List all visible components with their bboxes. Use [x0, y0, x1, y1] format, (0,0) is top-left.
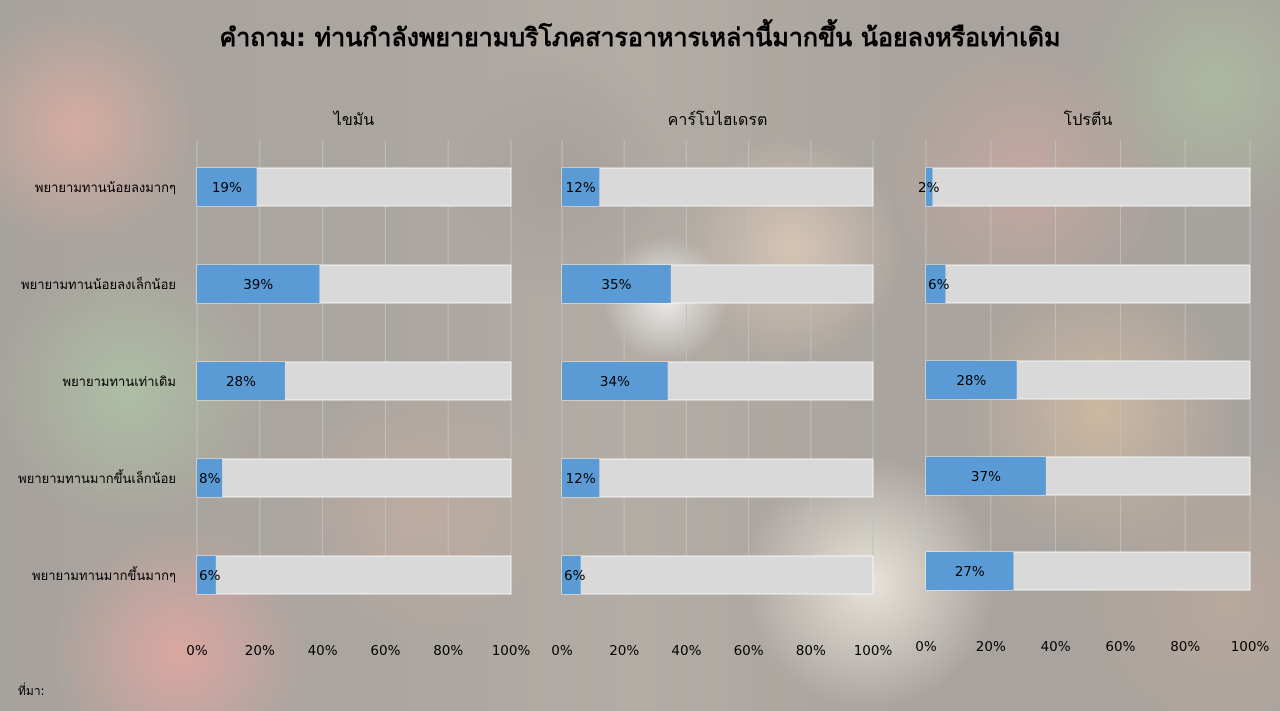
x-tick-label: 60% [370, 643, 400, 659]
bar [197, 265, 320, 303]
data-label: 27% [955, 564, 985, 580]
x-tick-label: 0% [186, 643, 208, 659]
bar [926, 552, 1014, 590]
x-tick-label: 20% [245, 643, 275, 659]
panel-title: คาร์โบไฮเดรต [668, 110, 768, 129]
chart-panel-1: ไขมัน 0% 20% 40% 60% 80% 100% 19% 39% 28% 8% 6% พยาย… [18, 110, 530, 659]
chart-title: คำถาม: ท่านกำลังพยายามบริโภคสารอาหารเหล่… [220, 18, 1061, 52]
bar [926, 457, 1046, 495]
data-label: 2% [918, 180, 940, 196]
bar-track [925, 167, 1251, 207]
x-tick-label: 100% [854, 643, 893, 659]
data-label: 8% [199, 471, 221, 487]
bar [926, 361, 1017, 399]
bar [197, 459, 223, 497]
data-label: 6% [199, 568, 221, 584]
x-tick-label: 100% [1231, 639, 1270, 655]
x-tick-label: 60% [1105, 639, 1135, 655]
chart-panels: ไขมัน 0% 20% 40% 60% 80% 100% 19% 39% 28% 8% 6% พยาย… [18, 110, 1269, 659]
bar [197, 168, 257, 206]
chart-panel-3: โปรตีน 0% 20% 40% 60% 80% 100% 2% 6% 28% 37% 27% [915, 110, 1269, 655]
x-tick-label: 40% [671, 643, 701, 659]
data-label: 12% [566, 180, 596, 196]
data-label: 19% [212, 180, 242, 196]
x-tick-label: 80% [433, 643, 463, 659]
bar [926, 265, 946, 303]
x-tick-label: 100% [492, 643, 531, 659]
bar-track [196, 555, 512, 595]
bar-track [561, 458, 874, 498]
bar [562, 556, 581, 594]
bar-track [561, 167, 874, 207]
bar [562, 265, 671, 303]
category-label: พยายามทานมากขึ้นมากๆ [32, 566, 176, 584]
data-label: 28% [226, 374, 256, 390]
x-tick-label: 40% [1041, 639, 1071, 655]
bar-track [925, 264, 1251, 304]
bar [926, 168, 933, 206]
category-label: พยายามทานเท่าเดิม [63, 375, 177, 390]
x-tick-label: 80% [1170, 639, 1200, 655]
bar [197, 362, 285, 400]
x-tick-label: 40% [308, 643, 338, 659]
panel-title: ไขมัน [332, 110, 375, 129]
x-tick-label: 0% [551, 643, 573, 659]
category-label: พยายามทานน้อยลงเล็กน้อย [21, 275, 176, 293]
bar [562, 459, 600, 497]
bar [197, 556, 216, 594]
data-label: 12% [566, 471, 596, 487]
bar-track [196, 458, 512, 498]
bar [562, 362, 668, 400]
bar [562, 168, 600, 206]
data-label: 35% [601, 277, 631, 293]
panel-title: โปรตีน [1064, 110, 1113, 129]
x-tick-label: 80% [796, 643, 826, 659]
data-label: 6% [928, 277, 950, 293]
source-label: ที่มา: [18, 682, 45, 698]
chart-panel-2: คาร์โบไฮเดรต 0% 20% 40% 60% 80% 100% 12% 35% 34% 1… [551, 110, 892, 659]
x-tick-label: 20% [976, 639, 1006, 655]
category-label: พยายามทานมากขึ้นเล็กน้อย [18, 469, 176, 487]
data-label: 39% [243, 277, 273, 293]
x-tick-label: 20% [609, 643, 639, 659]
x-tick-label: 0% [915, 639, 937, 655]
x-tick-label: 60% [734, 643, 764, 659]
data-label: 34% [600, 374, 630, 390]
data-label: 6% [564, 568, 586, 584]
bar-track [561, 555, 874, 595]
data-label: 37% [971, 469, 1001, 485]
category-label: พยายามทานน้อยลงมากๆ [35, 181, 176, 196]
data-label: 28% [956, 373, 986, 389]
